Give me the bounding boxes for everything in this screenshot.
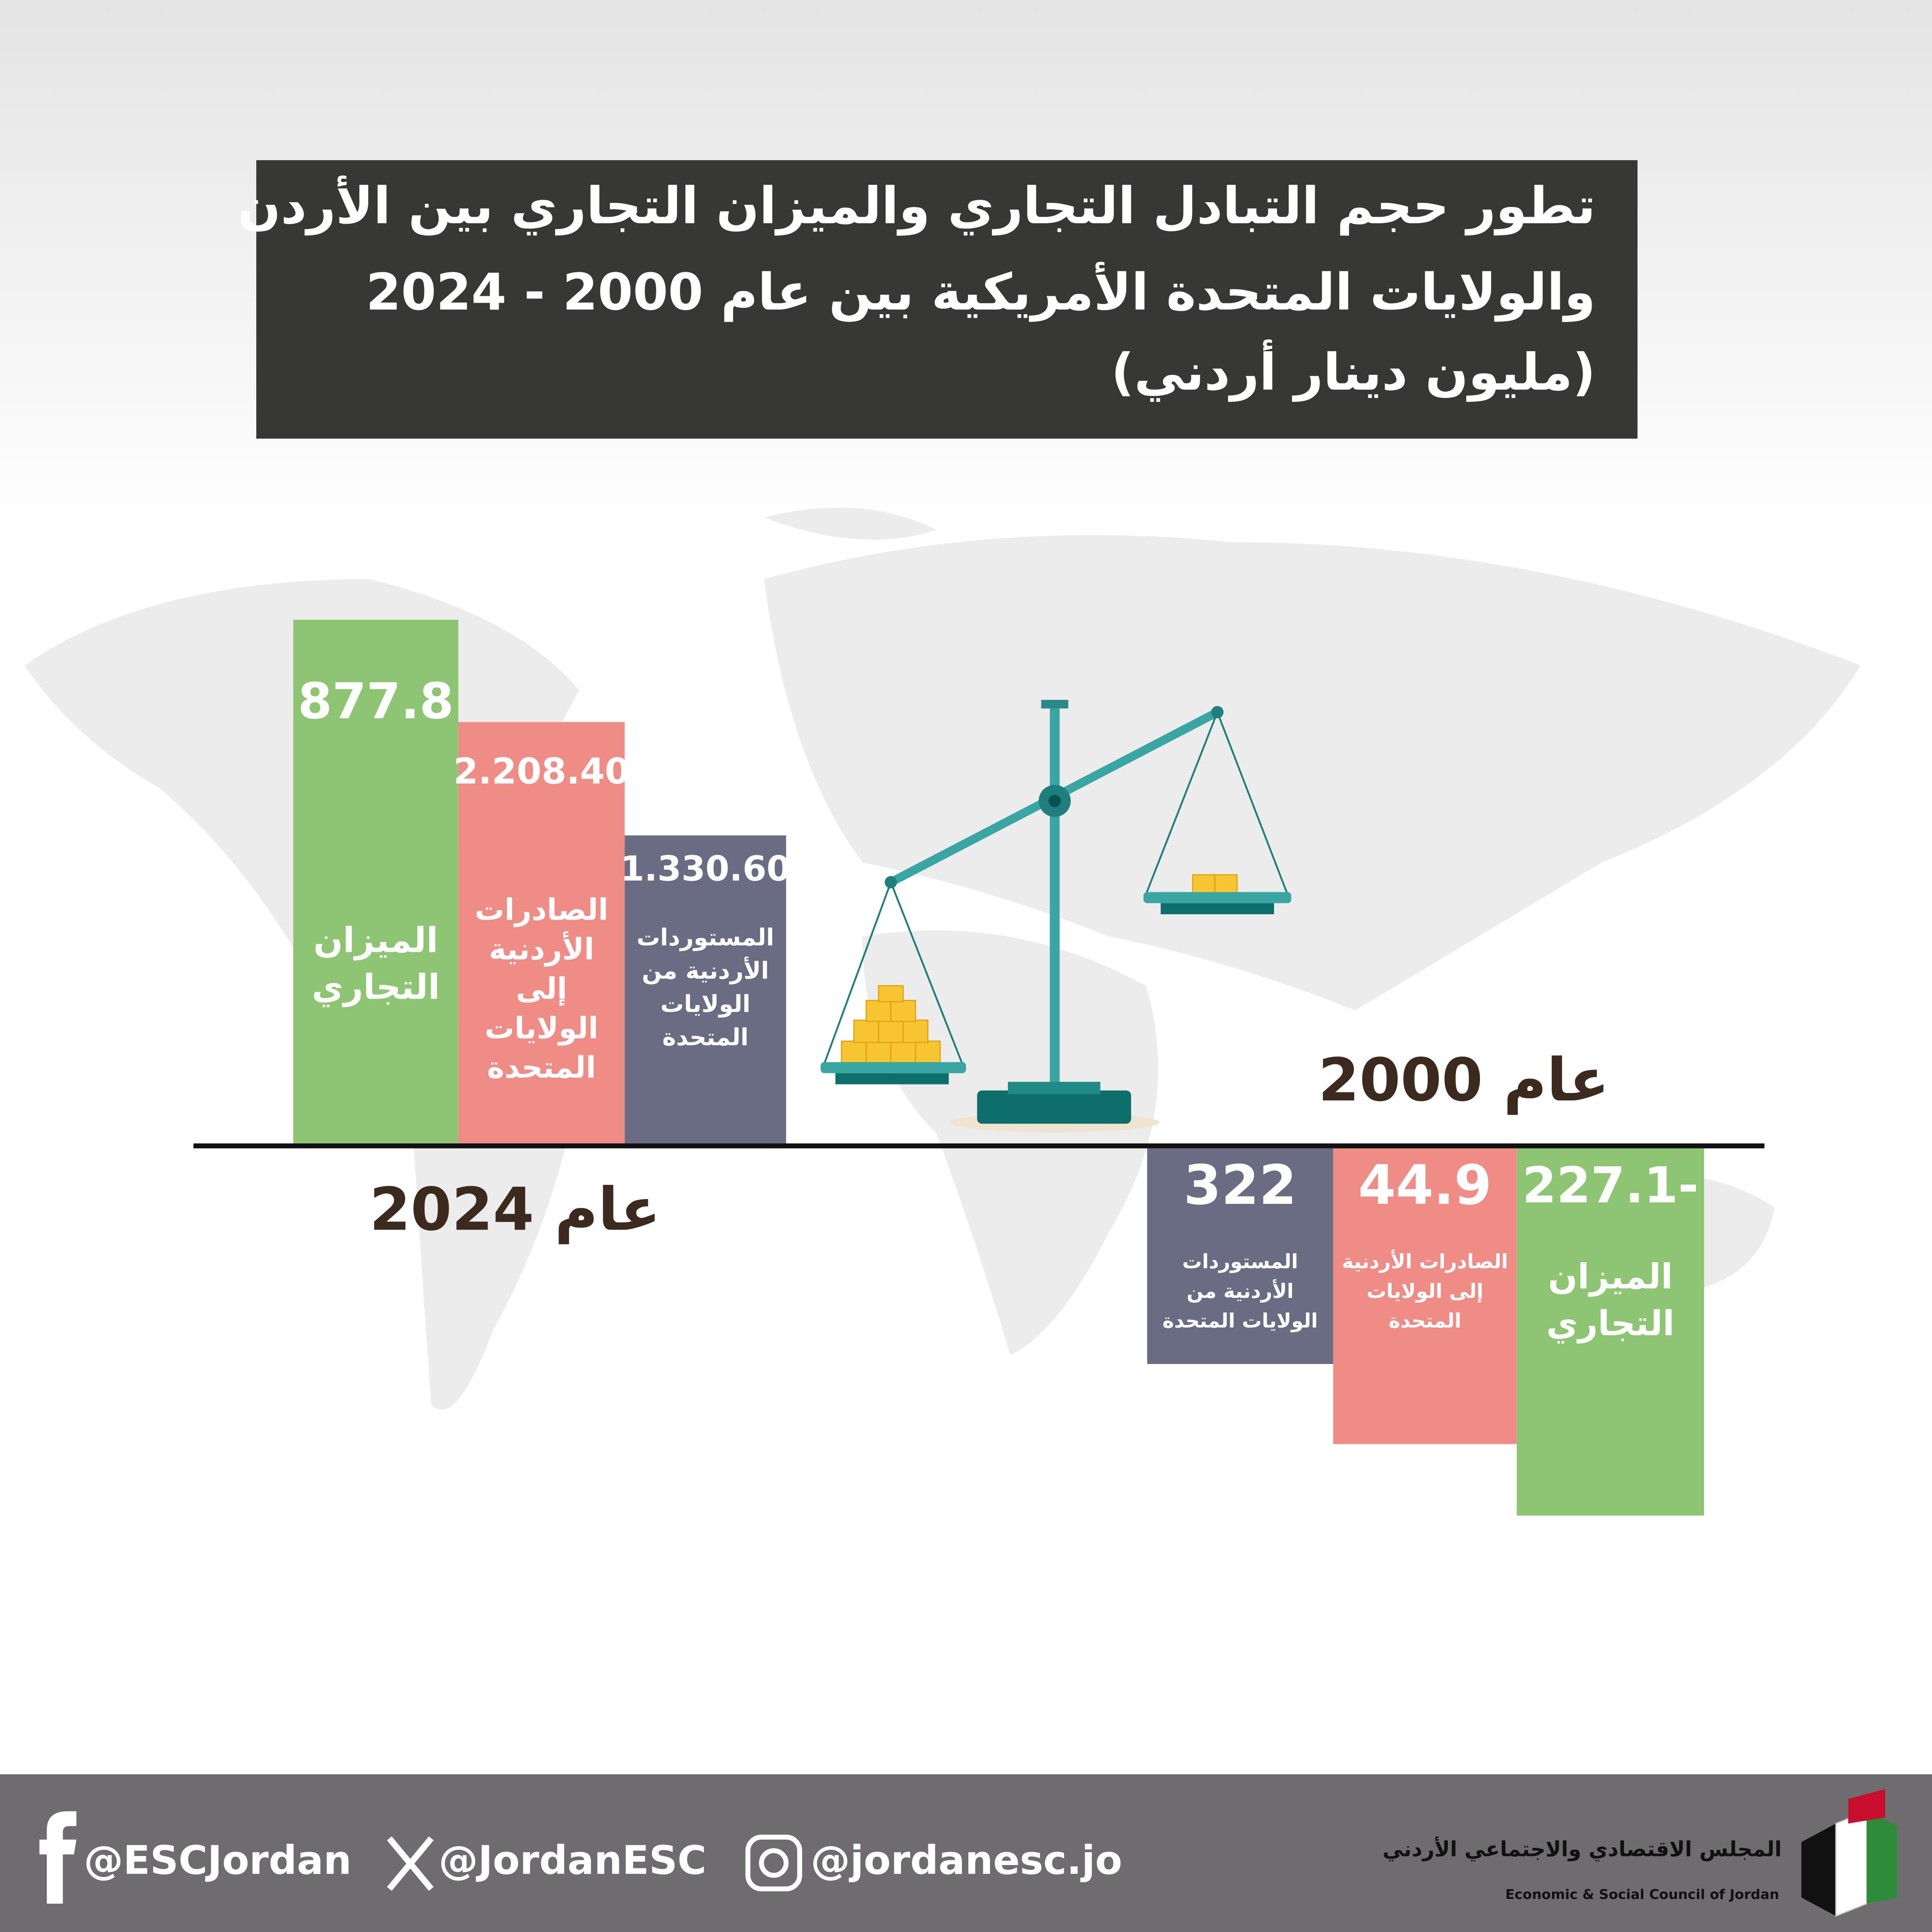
bar-label: إلى الولايات [1367, 1279, 1483, 1303]
title-box [256, 160, 1638, 439]
footer [0, 1774, 1932, 1932]
bar-label: الولايات [661, 990, 751, 1018]
bar-label: إلى [516, 972, 567, 1006]
bar-label: التجاري [1547, 1303, 1675, 1344]
bar [1147, 1148, 1333, 1364]
bar-label: الميزان [313, 920, 438, 960]
bar [625, 835, 786, 1146]
bar-label: الأردنية [489, 932, 594, 967]
bar-value: 877.8 [298, 673, 454, 730]
logo-text: المجلس الاقتصادي والاجتماعي الأردني [1383, 1836, 1782, 1862]
bar-label: المتحدة [662, 1023, 749, 1051]
bar-label: الأردنية من [642, 957, 769, 984]
bar-value: 44.9 [1358, 1154, 1492, 1217]
facebook-icon[interactable] [39, 1811, 76, 1904]
social-handle[interactable]: @jordanesc.jo [811, 1838, 1122, 1883]
bar [1516, 1148, 1704, 1516]
instagram-icon[interactable] [745, 1835, 802, 1892]
logo-text: Economic & Social Council of Jordan [1505, 1887, 1779, 1902]
bar-label: الأردنية من [1186, 1279, 1293, 1303]
bar-label: الولايات المتحدة [1162, 1309, 1318, 1332]
bar-value: 227.1- [1522, 1157, 1698, 1215]
bar [458, 722, 625, 1146]
bars: 877.8 الميزان التجاري 2.208.40 الصادرات الأرد… [293, 620, 1704, 1516]
bar [293, 620, 458, 1146]
bar-value: 2.208.40 [453, 750, 630, 792]
title-line: تطور حجم التبادل التجاري والميزان التجار… [238, 176, 1596, 236]
x-icon[interactable] [387, 1836, 434, 1891]
bar-label: التجاري [312, 967, 440, 1008]
bar-label: الصادرات [475, 893, 608, 927]
bar-label: الميزان [1548, 1256, 1673, 1297]
bar-label: المتحدة [1389, 1309, 1461, 1332]
bar [1333, 1148, 1517, 1444]
bar-label: المستوردات [1182, 1250, 1298, 1273]
bar-label: المستوردات [637, 923, 774, 951]
bar-label: الولايات [485, 1011, 598, 1045]
year-label: عام 2000 [1318, 1046, 1609, 1115]
bar-label: الصادرات الأردنية [1342, 1249, 1508, 1273]
bar-value: 322 [1183, 1154, 1297, 1217]
logo [1801, 1789, 1898, 1917]
bar-label: المتحدة [487, 1051, 596, 1085]
bar-value: 1.330.60 [620, 848, 791, 889]
social-handle[interactable]: @JordanESC [439, 1838, 707, 1883]
title-line: والولايات المتحدة الأمريكية بين عام 2000… [366, 262, 1595, 322]
title-line: (مليون دينار أردني) [1111, 340, 1595, 402]
instagram-icon[interactable] [759, 1848, 789, 1878]
balance-scale [820, 700, 1292, 1133]
social-handle[interactable]: @ESCJordan [84, 1838, 352, 1883]
year-label: عام 2024 [370, 1175, 661, 1244]
